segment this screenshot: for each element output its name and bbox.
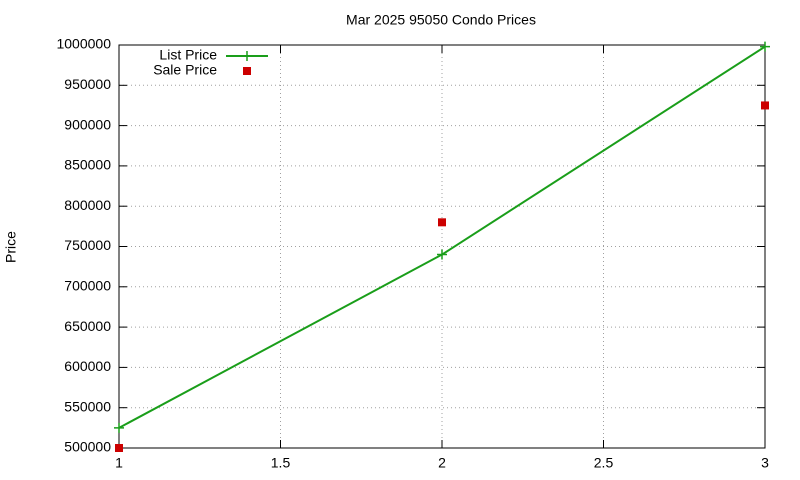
x-tick-label: 1.5 [271, 455, 291, 471]
x-tick-label: 3 [761, 455, 769, 471]
y-tick-label: 800000 [64, 197, 111, 213]
data-point [761, 101, 769, 110]
y-tick-label: 550000 [64, 398, 111, 414]
y-tick-label: 650000 [64, 318, 111, 334]
y-axis-label: Price [3, 231, 19, 263]
y-tick-label: 700000 [64, 278, 111, 294]
data-point [115, 444, 123, 452]
y-tick-label: 600000 [64, 358, 111, 374]
data-point [437, 249, 447, 260]
legend-swatch [243, 67, 251, 75]
y-tick-label: 850000 [64, 157, 111, 173]
x-tick-label: 2 [438, 455, 446, 471]
y-tick-label: 900000 [64, 116, 111, 132]
x-tick-label: 1 [115, 455, 123, 471]
y-tick-label: 750000 [64, 237, 111, 253]
data-point [438, 218, 446, 227]
y-tick-label: 500000 [64, 439, 111, 455]
data-point [760, 41, 770, 52]
plot-border [118, 44, 766, 449]
x-tick-label: 2.5 [594, 455, 614, 471]
data-point [114, 422, 124, 433]
legend-label: Sale Price [153, 62, 217, 78]
legend-swatch [242, 51, 252, 61]
chart-title: Mar 2025 95050 Condo Prices [346, 12, 536, 28]
legend-label: List Price [159, 47, 217, 63]
y-tick-label: 1000000 [56, 36, 111, 52]
y-tick-label: 950000 [64, 76, 111, 92]
